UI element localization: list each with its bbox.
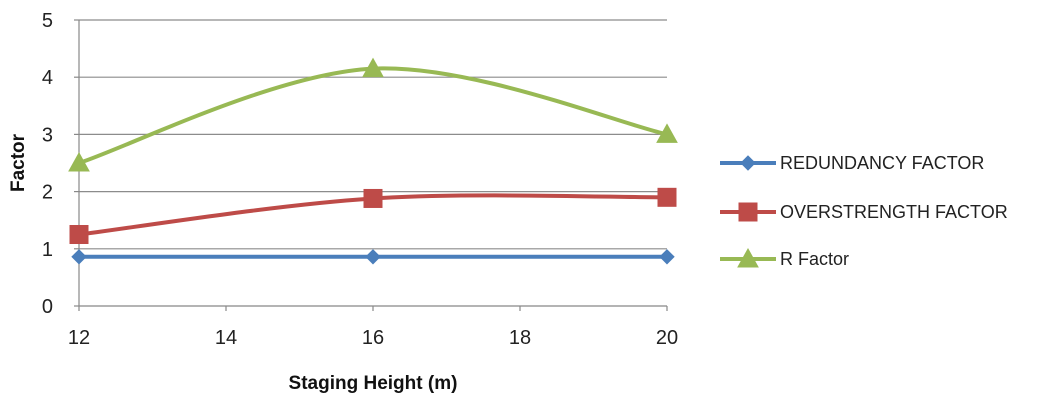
x-axis-title: Staging Height (m) — [289, 373, 458, 394]
data-point-3 — [656, 123, 678, 143]
data-point-2 — [69, 225, 89, 244]
data-point-2 — [657, 187, 677, 207]
data-point-1 — [659, 249, 675, 265]
data-point-1 — [71, 249, 87, 265]
legend-label-3: R Factor — [780, 249, 849, 269]
y-tick-label: 1 — [42, 239, 53, 261]
y-tick-labels: 0 1 2 3 4 5 — [42, 10, 53, 318]
data-point-3 — [68, 151, 90, 172]
legend: REDUNDANCY FACTOR OVERSTRENGTH FACTOR R Fa… — [720, 153, 1008, 269]
data-point-2 — [363, 188, 383, 208]
plot-area — [68, 57, 678, 265]
y-axis-title: Factor — [8, 133, 29, 192]
data-point-3 — [362, 57, 384, 78]
x-tick-label: 12 — [68, 327, 90, 349]
y-tick-label: 3 — [42, 124, 53, 146]
x-tick-label: 20 — [656, 327, 678, 349]
y-tick-label: 2 — [42, 182, 53, 204]
data-point-1 — [365, 249, 381, 265]
x-tick-label: 16 — [362, 327, 384, 349]
x-tick-label: 18 — [509, 327, 531, 349]
x-tick-labels: 12 14 16 18 20 — [68, 306, 678, 349]
legend-marker-1 — [740, 155, 756, 171]
y-tick-label: 5 — [42, 10, 53, 32]
legend-marker-2 — [738, 202, 758, 222]
legend-label-1: REDUNDANCY FACTOR — [780, 153, 984, 173]
legend-marker-3 — [737, 247, 759, 268]
y-tick-label: 4 — [42, 67, 53, 89]
gridlines — [74, 19, 667, 307]
series-line-3 — [77, 66, 669, 165]
legend-label-2: OVERSTRENGTH FACTOR — [780, 202, 1008, 222]
x-tick-label: 14 — [215, 327, 237, 349]
y-tick-label: 0 — [42, 296, 53, 318]
